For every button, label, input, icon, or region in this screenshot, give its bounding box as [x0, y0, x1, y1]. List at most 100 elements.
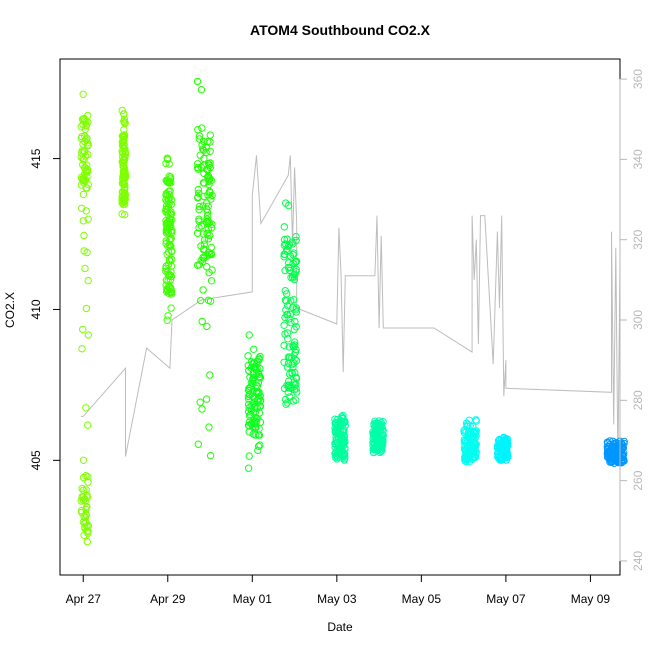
data-point	[333, 453, 342, 461]
data-point	[254, 446, 262, 455]
data-point	[615, 446, 623, 455]
data-point	[206, 131, 215, 139]
data-point	[79, 140, 87, 148]
data-point	[254, 369, 262, 377]
series-2	[162, 154, 176, 324]
data-point	[195, 261, 204, 269]
data-point	[374, 443, 382, 451]
data-point	[197, 86, 206, 94]
data-point	[206, 147, 214, 156]
data-point	[84, 529, 92, 537]
data-point	[283, 310, 292, 319]
data-point	[80, 117, 88, 125]
data-point	[120, 118, 129, 127]
data-point	[280, 341, 288, 349]
data-point	[203, 165, 211, 174]
data-point	[162, 264, 170, 272]
right-tick-label: 280	[631, 390, 645, 410]
data-point	[118, 106, 126, 115]
secondary-line-layer	[81, 155, 621, 465]
data-point	[285, 241, 293, 249]
data-point	[79, 496, 87, 504]
data-point	[288, 354, 296, 362]
data-point	[202, 395, 211, 403]
data-point	[193, 77, 202, 86]
data-point	[166, 235, 175, 243]
data-point	[252, 417, 261, 426]
data-point	[162, 287, 171, 296]
data-point	[197, 242, 205, 250]
data-point	[337, 417, 346, 426]
data-point	[245, 387, 253, 395]
data-point	[282, 400, 290, 408]
data-point	[207, 195, 215, 203]
x-tick-label: May 07	[486, 592, 526, 606]
data-point	[285, 259, 293, 267]
data-point	[121, 211, 129, 219]
data-point	[79, 190, 88, 199]
data-point	[118, 199, 126, 207]
data-point	[290, 325, 298, 334]
data-point	[204, 296, 213, 304]
data-point	[205, 268, 213, 277]
data-point	[253, 414, 261, 423]
data-point	[206, 371, 214, 379]
data-point	[83, 134, 91, 142]
data-point	[291, 338, 299, 346]
data-point	[79, 217, 88, 225]
data-point	[460, 438, 469, 446]
data-point	[280, 358, 288, 366]
data-point	[78, 508, 86, 517]
data-point	[465, 416, 473, 424]
data-point	[620, 439, 628, 448]
data-point	[248, 423, 257, 431]
data-point	[255, 354, 263, 362]
data-point	[207, 277, 216, 285]
data-point	[195, 215, 203, 223]
data-point	[282, 297, 291, 305]
data-point	[245, 428, 253, 436]
y-axis-label: CO2.X	[3, 292, 17, 328]
data-point	[84, 215, 92, 223]
data-point	[255, 394, 263, 403]
data-point	[292, 257, 300, 266]
data-point	[468, 441, 476, 449]
data-point	[292, 374, 301, 383]
data-point	[162, 196, 170, 204]
x-tick-label: May 03	[317, 592, 357, 606]
data-point	[194, 193, 202, 201]
data-point	[462, 453, 470, 462]
data-point	[341, 418, 349, 426]
data-point	[81, 264, 89, 273]
data-point	[205, 174, 214, 183]
data-point	[502, 435, 510, 443]
data-point	[283, 399, 291, 407]
series-10	[603, 437, 628, 467]
data-point	[196, 398, 204, 406]
data-point	[289, 303, 297, 312]
data-point	[208, 191, 216, 200]
data-point	[194, 165, 202, 173]
data-point	[285, 315, 293, 323]
data-point	[166, 218, 174, 226]
data-point	[200, 179, 208, 187]
data-point	[290, 275, 299, 284]
data-point	[290, 296, 298, 304]
data-point	[77, 123, 86, 131]
data-point	[120, 137, 128, 146]
data-point	[291, 341, 299, 349]
data-point	[287, 383, 296, 391]
data-point	[121, 183, 129, 191]
data-point	[120, 133, 128, 141]
data-point	[286, 384, 295, 392]
y-tick-label: 405	[29, 450, 43, 470]
data-point	[194, 185, 203, 194]
data-point	[82, 304, 91, 313]
data-point	[197, 296, 205, 305]
data-point	[244, 395, 253, 403]
data-point	[80, 179, 88, 187]
data-point	[337, 416, 345, 425]
data-point	[371, 434, 379, 442]
data-point	[79, 456, 88, 464]
data-point	[283, 329, 292, 337]
